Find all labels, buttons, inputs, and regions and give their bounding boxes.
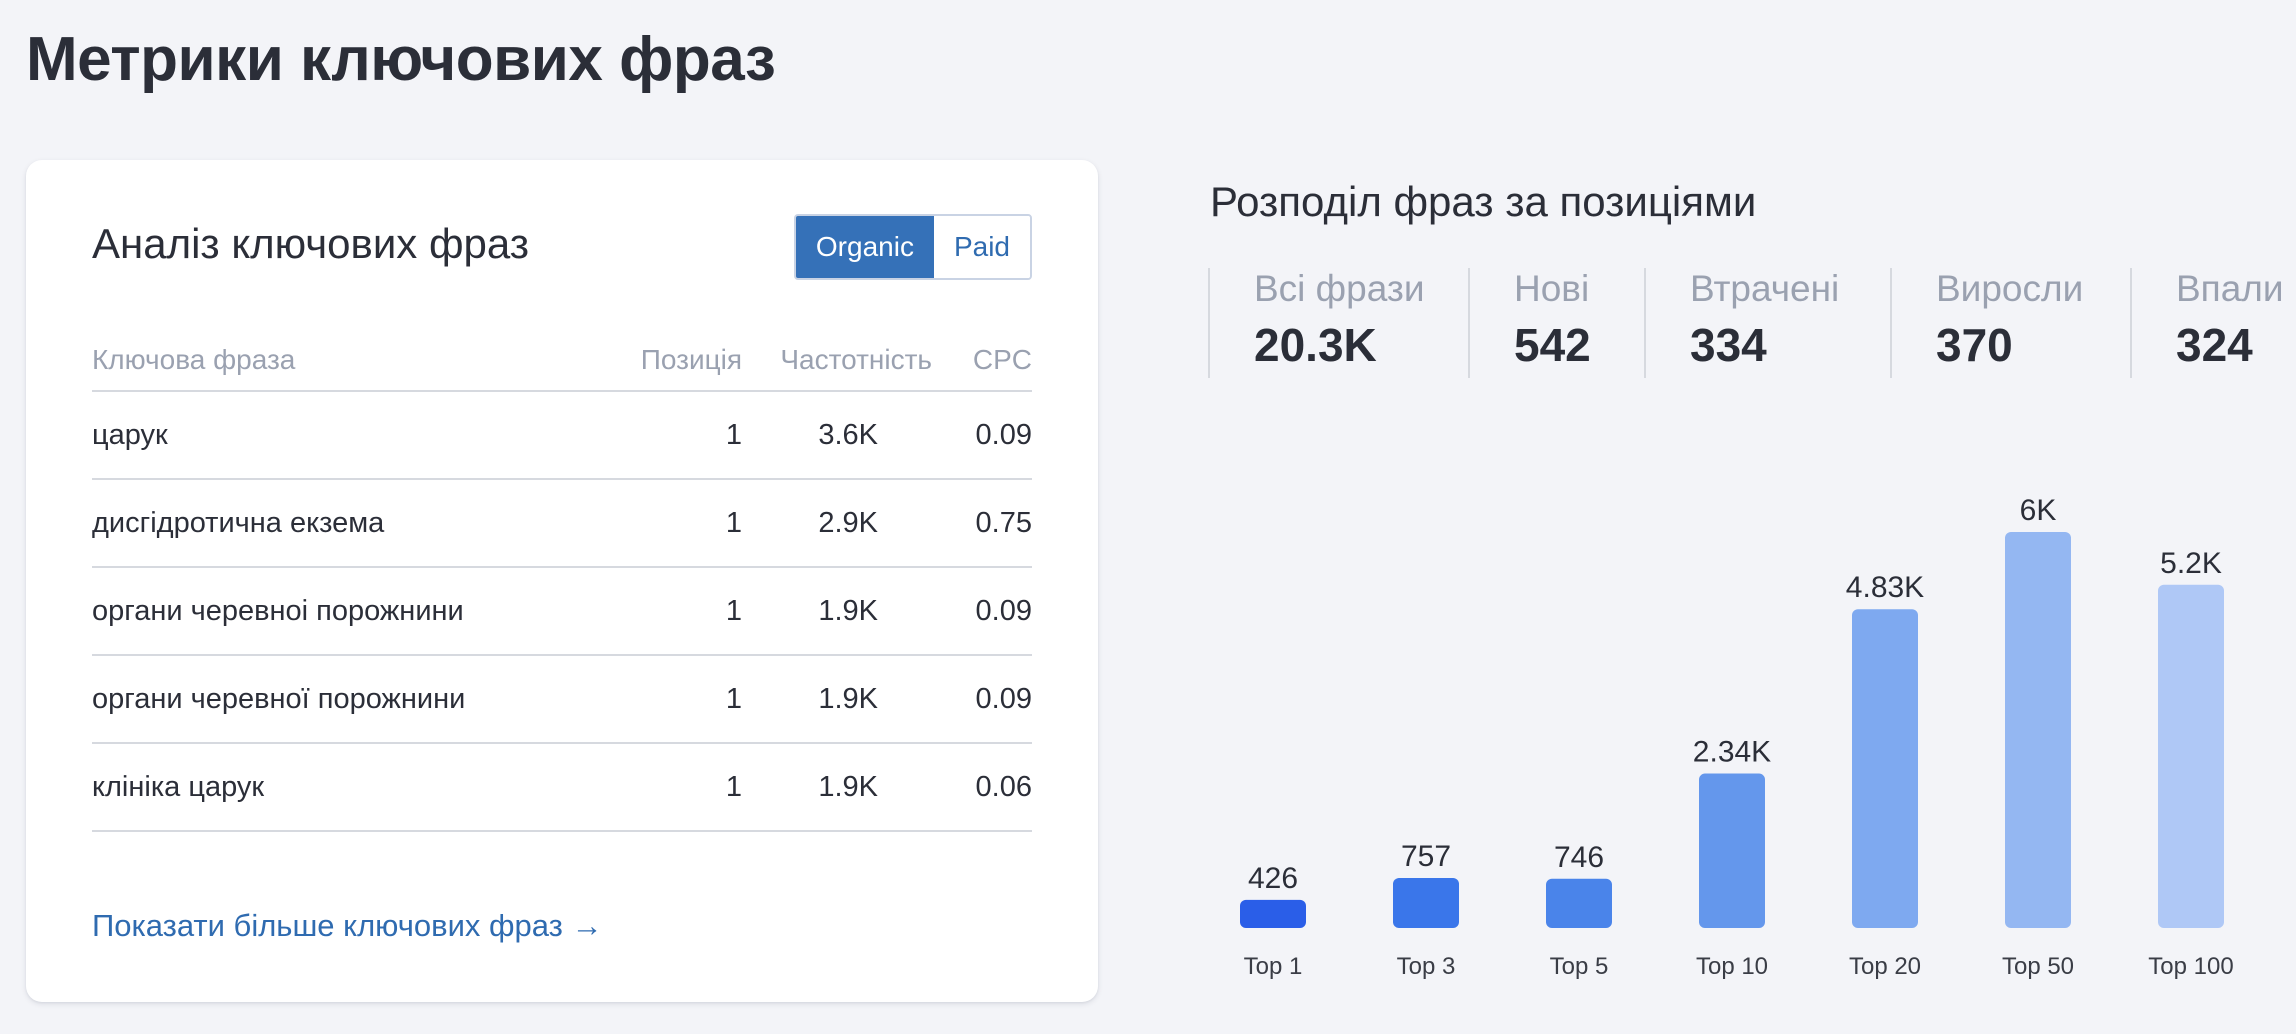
x-tick-label: Top 50 bbox=[2002, 953, 2074, 980]
column-header-keyword[interactable]: Ключова фраза bbox=[92, 344, 296, 375]
cpc-cell: 0.09 bbox=[975, 418, 1032, 451]
stat-value: 20.3K bbox=[1254, 319, 1377, 371]
keyword-cell: дисгідротична екзема bbox=[92, 506, 385, 539]
bar-top-3[interactable] bbox=[1393, 878, 1459, 928]
bar-data-label: 746 bbox=[1554, 841, 1604, 874]
bar-data-label: 2.34K bbox=[1693, 736, 1771, 769]
keywords-card: Аналіз ключових фраз Organic Paid Ключов… bbox=[26, 160, 1098, 1002]
x-tick-label: Top 5 bbox=[1550, 953, 1609, 980]
stat-grew[interactable]: Виросли 370 bbox=[1890, 268, 2130, 378]
bar-top-1[interactable] bbox=[1240, 899, 1306, 928]
stat-label: Виросли bbox=[1936, 268, 2084, 309]
stat-value: 334 bbox=[1690, 319, 1767, 371]
frequency-cell: 3.6K bbox=[818, 418, 878, 451]
table-row[interactable]: органи черевної порожнини 1 1.9K 0.09 bbox=[92, 656, 1032, 744]
bar-top-100[interactable] bbox=[2158, 584, 2224, 928]
bar-data-label: 4.83K bbox=[1846, 571, 1924, 604]
paid-toggle-button[interactable]: Paid bbox=[933, 216, 1030, 278]
column-header-frequency[interactable]: Частотність bbox=[780, 344, 932, 375]
position-cell: 1 bbox=[725, 594, 742, 627]
x-tick-label: Top 3 bbox=[1397, 953, 1456, 980]
bar-top-20[interactable] bbox=[1852, 609, 1918, 928]
bar-top-10[interactable] bbox=[1699, 773, 1765, 928]
stat-new[interactable]: Нові 542 bbox=[1468, 268, 1644, 378]
table-row[interactable]: клініка царук 1 1.9K 0.06 bbox=[92, 744, 1032, 832]
x-tick-label: Top 20 bbox=[1849, 953, 1921, 980]
stat-label: Впали bbox=[2176, 268, 2284, 309]
stat-value: 370 bbox=[1936, 319, 2013, 371]
organic-toggle-button[interactable]: Organic bbox=[795, 216, 934, 278]
table-row[interactable]: органи черевноі порожнини 1 1.9K 0.09 bbox=[92, 568, 1032, 656]
keyword-cell: органи черевноі порожнини bbox=[92, 594, 464, 627]
bar-data-label: 757 bbox=[1401, 840, 1451, 873]
stat-label: Нові bbox=[1514, 268, 1590, 309]
keywords-table: Ключова фраза Позиція Частотність CPC ца… bbox=[92, 330, 1032, 832]
keywords-card-title: Аналіз ключових фраз bbox=[92, 220, 530, 267]
bar-data-label: 426 bbox=[1248, 862, 1298, 895]
bar-data-label: 5.2K bbox=[2160, 547, 2222, 580]
keyword-cell: царук bbox=[92, 418, 168, 451]
column-header-position[interactable]: Позиція bbox=[640, 344, 742, 375]
show-more-keywords-link[interactable]: Показати більше ключових фраз → bbox=[92, 908, 603, 943]
stat-label: Всі фрази bbox=[1254, 268, 1425, 309]
position-distribution-chart: 426 Top 1 757 Top 3 746 Top 5 2.34K Top 10 4.83K… bbox=[1240, 494, 2234, 980]
position-cell: 1 bbox=[725, 418, 742, 451]
stat-value: 542 bbox=[1514, 319, 1591, 371]
stat-label: Втрачені bbox=[1690, 268, 1840, 309]
frequency-cell: 2.9K bbox=[818, 506, 878, 539]
page-title: Метрики ключових фраз bbox=[26, 25, 776, 94]
keyword-cell: клініка царук bbox=[92, 770, 265, 803]
stats-row: Всі фрази 20.3K Нові 542 Втрачені 334 Ви… bbox=[1208, 268, 2296, 378]
stat-all-phrases[interactable]: Всі фрази 20.3K bbox=[1208, 268, 1468, 378]
x-tick-label: Top 10 bbox=[1696, 953, 1768, 980]
position-cell: 1 bbox=[725, 682, 742, 715]
stat-value: 324 bbox=[2176, 319, 2253, 371]
stat-lost[interactable]: Втрачені 334 bbox=[1644, 268, 1890, 378]
cpc-cell: 0.75 bbox=[975, 506, 1032, 539]
table-row[interactable]: царук 1 3.6K 0.09 bbox=[92, 392, 1032, 480]
distribution-title: Розподіл фраз за позиціями bbox=[1210, 178, 1757, 225]
keyword-cell: органи черевної порожнини bbox=[92, 682, 466, 715]
bar-top-5[interactable] bbox=[1546, 878, 1612, 928]
organic-paid-toggle: Organic Paid bbox=[793, 214, 1032, 280]
frequency-cell: 1.9K bbox=[818, 594, 878, 627]
position-cell: 1 bbox=[725, 506, 742, 539]
frequency-cell: 1.9K bbox=[818, 770, 878, 803]
position-cell: 1 bbox=[725, 770, 742, 803]
x-tick-label: Top 1 bbox=[1244, 953, 1303, 980]
x-tick-label: Top 100 bbox=[2148, 953, 2233, 980]
column-header-cpc[interactable]: CPC bbox=[972, 344, 1032, 375]
stat-fell[interactable]: Впали 324 bbox=[2130, 268, 2296, 378]
table-header: Ключова фраза Позиція Частотність CPC bbox=[92, 330, 1032, 392]
bar-top-50[interactable] bbox=[2005, 532, 2071, 928]
table-row[interactable]: дисгідротична екзема 1 2.9K 0.75 bbox=[92, 480, 1032, 568]
frequency-cell: 1.9K bbox=[818, 682, 878, 715]
cpc-cell: 0.09 bbox=[975, 594, 1032, 627]
cpc-cell: 0.09 bbox=[975, 682, 1032, 715]
bar-data-label: 6K bbox=[2020, 494, 2057, 527]
cpc-cell: 0.06 bbox=[975, 770, 1032, 803]
